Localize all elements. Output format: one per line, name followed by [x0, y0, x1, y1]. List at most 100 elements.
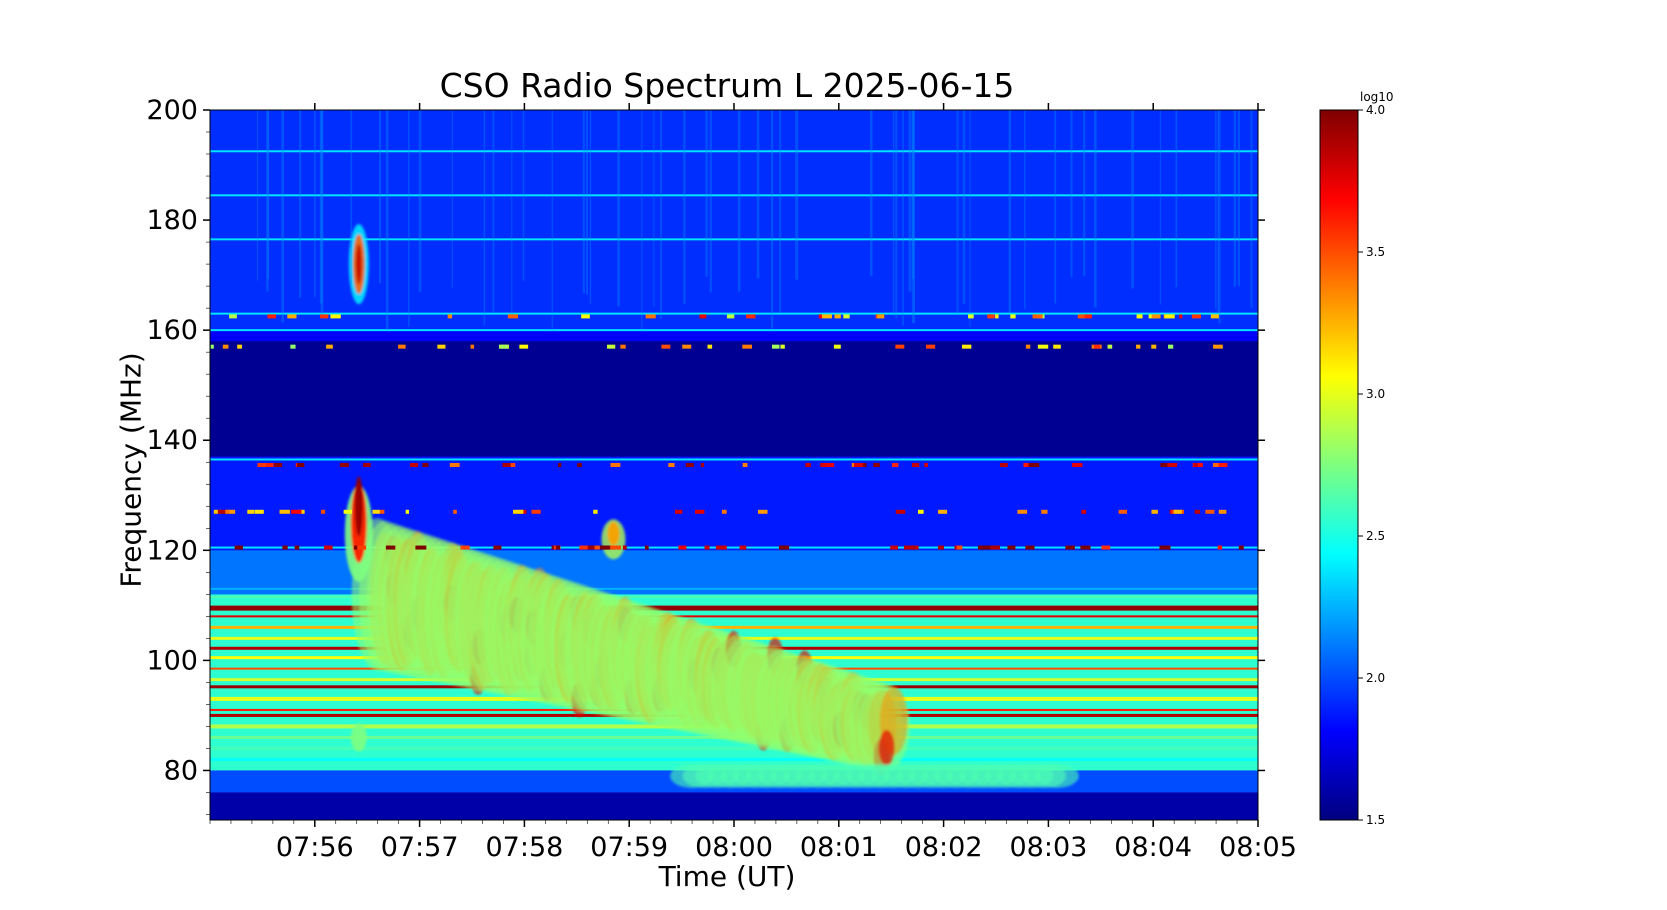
interference-dot: [234, 545, 243, 550]
interference-dot: [895, 509, 906, 514]
vertical-streak: [266, 110, 269, 292]
interference-dot: [217, 509, 226, 514]
vertical-streak: [379, 110, 382, 284]
vertical-streak: [892, 110, 895, 316]
vertical-streak: [962, 110, 966, 304]
spectral-line: [210, 605, 1258, 611]
interference-dot: [1218, 509, 1227, 514]
band-below-76: [210, 792, 1258, 820]
x-tick-label: 08:03: [1009, 832, 1087, 863]
interference-dot: [326, 344, 333, 349]
interference-dot: [1218, 463, 1228, 467]
interference-dot: [437, 344, 446, 349]
upper-line: [210, 238, 1258, 241]
spectral-line: [210, 625, 1258, 629]
vertical-streak: [320, 110, 324, 315]
interference-dot: [502, 463, 511, 467]
interference-dot: [1210, 314, 1219, 319]
interference-dot: [833, 344, 841, 349]
interference-dot: [715, 545, 727, 550]
interference-dot: [343, 509, 352, 514]
interference-dot: [422, 463, 429, 467]
colorbar-tick-label: 2.0: [1366, 671, 1385, 685]
band-gap: [210, 341, 1258, 457]
colorbar-bar: [1319, 109, 1359, 821]
y-tick-label: 160: [146, 315, 198, 346]
interference-dot: [726, 314, 735, 319]
interference-dot: [987, 314, 995, 319]
interference-dot: [903, 545, 914, 550]
interference-dot: [592, 545, 600, 550]
interference-dot: [1025, 545, 1035, 550]
vertical-streak: [912, 110, 914, 280]
vertical-streak: [771, 110, 774, 329]
vertical-streak: [1215, 110, 1217, 310]
interference-dot: [290, 344, 296, 349]
x-tick-label: 08:02: [905, 832, 983, 863]
vertical-streak: [1131, 110, 1134, 289]
interference-dot: [237, 344, 242, 349]
vertical-streak: [709, 110, 712, 293]
colorbar-tick-label: 2.5: [1366, 529, 1385, 543]
colorbar-tick-label: 3.0: [1366, 387, 1385, 401]
y-tick-label: 80: [164, 755, 198, 786]
colorbar-label: log10: [1360, 90, 1394, 104]
interference-dot: [895, 344, 905, 349]
interference-dot: [447, 314, 453, 319]
colorbar-tick-label: 1.5: [1366, 813, 1385, 827]
interference-dot: [757, 509, 768, 514]
interference-dot: [1023, 463, 1029, 467]
interference-dot: [379, 509, 385, 514]
interference-dot: [507, 314, 519, 319]
interference-dot: [320, 314, 329, 319]
interference-dot: [372, 509, 380, 514]
interference-dot: [1238, 545, 1244, 550]
interference-dot: [453, 509, 457, 514]
colorbar-tick-label: 3.5: [1366, 245, 1385, 259]
vertical-streak: [779, 110, 782, 313]
interference-dot: [324, 545, 333, 550]
interference-dot: [668, 463, 675, 467]
vertical-streak: [1233, 110, 1237, 287]
interference-dot: [610, 463, 621, 467]
upper-line: [210, 546, 1258, 549]
interference-dot: [1065, 545, 1075, 550]
interference-dot: [778, 545, 790, 550]
interference-dot: [405, 509, 410, 514]
interference-dot: [1151, 344, 1157, 349]
vertical-streak: [256, 110, 259, 281]
interference-dot: [1083, 314, 1092, 319]
interference-dot: [622, 545, 627, 550]
interference-dot: [330, 314, 341, 319]
interference-dot: [937, 545, 944, 550]
interference-dot: [247, 509, 255, 514]
interference-dot: [956, 545, 963, 550]
interference-dot: [682, 344, 692, 349]
interference-dot: [210, 344, 214, 349]
interference-dot: [470, 344, 475, 349]
y-tick-label: 100: [146, 645, 198, 676]
interference-dot: [1053, 344, 1061, 349]
interference-dot: [1007, 545, 1016, 550]
vertical-streak: [1024, 110, 1026, 310]
interference-dot: [694, 509, 705, 514]
x-tick-label: 07:59: [590, 832, 668, 863]
interference-dot: [877, 314, 885, 319]
vertical-streak: [969, 110, 971, 328]
interference-dot: [1032, 314, 1043, 319]
interference-dot: [410, 463, 419, 467]
interference-dot: [398, 344, 406, 349]
interference-dot: [1041, 509, 1048, 514]
interference-dot: [229, 314, 237, 319]
vertical-streak: [418, 110, 422, 292]
interference-dot: [1081, 509, 1087, 514]
x-tick-label: 07:56: [276, 832, 354, 863]
interference-dot: [509, 463, 516, 467]
interference-dot: [585, 545, 595, 550]
interference-dot: [1136, 314, 1143, 319]
vertical-streak: [1237, 110, 1240, 286]
interference-dot: [644, 545, 649, 550]
interference-dot: [610, 545, 622, 550]
interference-dot: [780, 344, 785, 349]
